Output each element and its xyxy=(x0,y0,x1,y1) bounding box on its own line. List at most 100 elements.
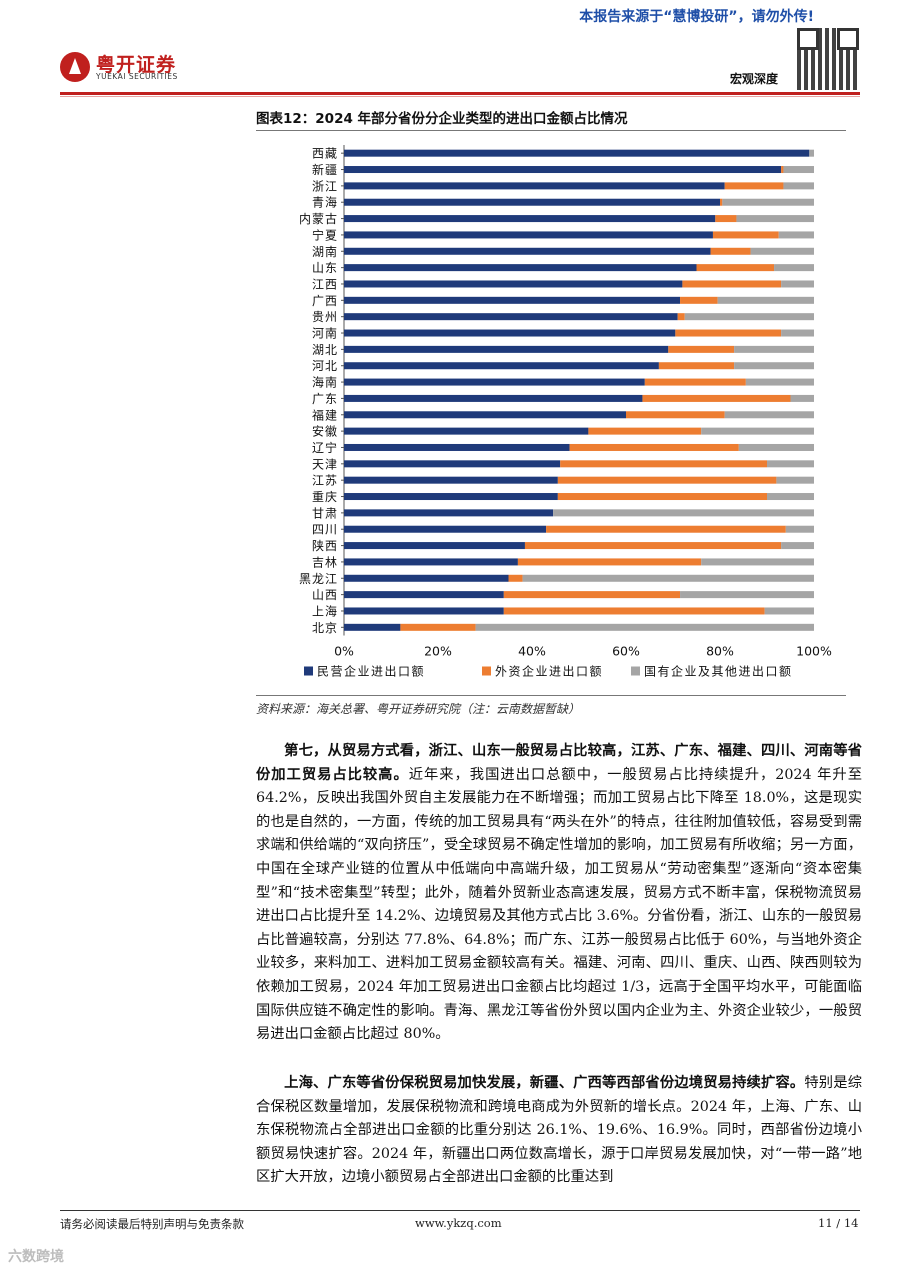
logo-mark-icon xyxy=(60,52,90,82)
logo-name-en: YUEKAI SECURITIES xyxy=(96,72,178,81)
category-label: 内蒙古 xyxy=(299,211,338,226)
bar-segment-state xyxy=(783,166,814,174)
category-label: 福建 xyxy=(312,407,338,422)
category-label: 上海 xyxy=(312,603,338,618)
bar-segment-state xyxy=(776,476,814,484)
footer-divider xyxy=(60,1210,860,1211)
category-label: 北京 xyxy=(312,621,338,635)
bar-segment-private xyxy=(344,198,720,206)
bar-segment-foreign xyxy=(524,542,782,550)
bar-segment-state xyxy=(778,231,814,239)
category-label: 陕西 xyxy=(312,538,338,553)
stacked-bar-chart: 西藏新疆浙江青海内蒙古宁夏湖南山东江西广西贵州河南湖北河北海南广东福建安徽辽宁天… xyxy=(299,145,832,679)
bar-segment-private xyxy=(344,623,401,631)
x-tick-label: 100% xyxy=(796,644,832,659)
bar-segment-state xyxy=(790,394,814,402)
bar-segment-state xyxy=(736,215,814,223)
bar-segment-state xyxy=(734,362,814,370)
category-label: 甘肃 xyxy=(312,506,338,520)
bar-segment-private xyxy=(344,345,669,353)
bar-segment-state xyxy=(781,329,814,337)
bar-segment-private xyxy=(344,542,525,550)
bar-segment-foreign xyxy=(677,313,685,321)
legend-label: 国有企业及其他进出口额 xyxy=(644,664,793,679)
bar-segment-state xyxy=(684,313,814,321)
bar-segment-state xyxy=(475,623,814,631)
bar-segment-foreign xyxy=(680,296,718,304)
footer-disclaimer: 请务必阅读最后特别声明与免责条款 xyxy=(60,1217,244,1231)
bar-segment-private xyxy=(344,166,782,174)
bar-segment-state xyxy=(717,296,814,304)
bar-segment-state xyxy=(767,493,814,501)
bar-segment-foreign xyxy=(626,411,725,419)
bar-segment-state xyxy=(750,247,814,255)
bar-segment-foreign xyxy=(675,329,782,337)
x-tick-label: 40% xyxy=(518,644,546,659)
x-tick-label: 60% xyxy=(612,644,640,659)
bar-segment-private xyxy=(344,378,645,386)
bar-segment-state xyxy=(553,509,814,517)
bar-segment-state xyxy=(738,443,814,451)
company-logo: 粤开证券 YUEKAI SECURITIES xyxy=(60,52,220,82)
bar-segment-state xyxy=(809,149,814,157)
paragraph-body: 近年来，我国进出口总额中，一般贸易占比持续提升，2024 年升至 64.2%，反… xyxy=(256,766,862,1043)
category-label: 重庆 xyxy=(312,490,338,504)
bar-segment-private xyxy=(344,509,554,517)
category-label: 山西 xyxy=(312,588,338,602)
bar-segment-state xyxy=(767,460,814,468)
bar-segment-state xyxy=(701,427,814,435)
bar-segment-foreign xyxy=(696,264,775,272)
bar-segment-private xyxy=(344,476,558,484)
category-label: 四川 xyxy=(312,523,338,537)
bar-segment-foreign xyxy=(668,345,735,353)
category-label: 新疆 xyxy=(312,162,338,177)
bar-segment-foreign xyxy=(715,215,737,223)
bar-segment-state xyxy=(783,182,814,190)
category-label: 江西 xyxy=(312,277,338,291)
category-label: 黑龙江 xyxy=(299,572,338,586)
category-label: 湖南 xyxy=(312,244,338,259)
bar-segment-state xyxy=(522,574,814,582)
category-label: 海南 xyxy=(312,375,338,390)
bar-segment-foreign xyxy=(517,558,702,566)
bar-segment-foreign xyxy=(712,231,779,239)
bar-segment-state xyxy=(680,591,814,599)
category-label: 天津 xyxy=(312,457,338,471)
category-label: 广西 xyxy=(312,294,338,308)
figure-top-rule xyxy=(256,130,846,131)
legend-swatch xyxy=(631,666,640,676)
figure-source: 资料来源：海关总署、粤开证券研究院（注：云南数据暂缺） xyxy=(256,702,581,716)
header-notice: 本报告来源于“慧博投研”，请勿外传! xyxy=(579,9,814,25)
paragraph-body: 特别是综合保税区数量增加，发展保税物流和跨境电商成为外贸新的增长点。2024 年… xyxy=(256,1075,863,1186)
category-label: 湖北 xyxy=(312,342,338,357)
category-label: 河北 xyxy=(312,359,338,373)
bar-segment-foreign xyxy=(546,525,786,533)
legend-swatch xyxy=(304,666,313,676)
bar-segment-foreign xyxy=(557,493,767,501)
bar-segment-private xyxy=(344,231,713,239)
bar-segment-state xyxy=(734,345,814,353)
bar-segment-foreign xyxy=(557,476,777,484)
bar-segment-state xyxy=(774,264,814,272)
bar-segment-private xyxy=(344,182,725,190)
bar-segment-state xyxy=(745,378,814,386)
paragraph-trade-mode: 第七，从贸易方式看，浙江、山东一般贸易占比较高，江苏、广东、福建、四川、河南等省… xyxy=(256,740,862,1047)
bar-segment-state xyxy=(781,542,814,550)
bar-segment-private xyxy=(344,149,810,157)
category-label: 江苏 xyxy=(312,474,338,488)
bar-segment-state xyxy=(701,558,814,566)
bar-segment-foreign xyxy=(781,166,784,174)
bar-segment-private xyxy=(344,313,678,321)
qr-code-icon xyxy=(797,28,859,90)
category-label: 辽宁 xyxy=(312,440,338,455)
bar-segment-foreign xyxy=(724,182,784,190)
footer-url[interactable]: www.ykzq.com xyxy=(415,1216,502,1230)
bar-segment-private xyxy=(344,394,643,402)
bar-segment-private xyxy=(344,574,509,582)
bar-segment-foreign xyxy=(710,247,751,255)
bar-segment-foreign xyxy=(642,394,791,402)
bar-segment-private xyxy=(344,427,589,435)
bar-segment-state xyxy=(785,525,814,533)
bar-segment-state xyxy=(764,607,814,615)
bar-segment-foreign xyxy=(508,574,523,582)
